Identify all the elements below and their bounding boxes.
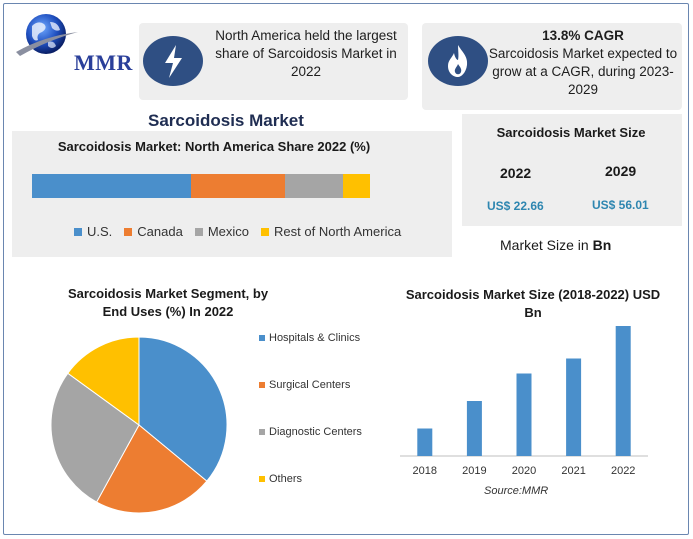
cagr-text: 13.8% CAGR Sarcoidosis Market expected t… bbox=[486, 27, 680, 99]
north-america-share-panel: Sarcoidosis Market: North America Share … bbox=[12, 131, 452, 257]
column-bar-2018 bbox=[417, 428, 433, 456]
north-america-share-text: North America held the largest share of … bbox=[215, 28, 397, 79]
market-size-note-unit: Bn bbox=[592, 237, 612, 253]
main-title: Sarcoidosis Market bbox=[148, 111, 304, 130]
legend-swatch bbox=[259, 429, 265, 435]
legend-label: Others bbox=[269, 473, 303, 485]
cagr-headline: 13.8% CAGR bbox=[542, 28, 624, 43]
column-chart-title: Sarcoidosis Market Size (2018-2022) USD … bbox=[405, 287, 661, 320]
x-tick-label: 2018 bbox=[413, 465, 437, 477]
share-segment-canada bbox=[190, 174, 286, 198]
x-tick-label: 2020 bbox=[512, 465, 536, 477]
year-start: 2022 bbox=[500, 165, 532, 181]
legend-label: Diagnostic Centers bbox=[269, 426, 362, 438]
pie-slice-others bbox=[67, 336, 140, 426]
chart-source: Source:MMR bbox=[484, 485, 549, 497]
legend-label: Canada bbox=[137, 224, 183, 239]
pie-legend-item: Hospitals & Clinics bbox=[259, 332, 362, 344]
end-use-pie-chart bbox=[50, 336, 228, 514]
share-legend-item: Mexico bbox=[194, 224, 250, 239]
pie-slice-surgical-centers bbox=[95, 424, 208, 514]
market-size-note-prefix: Market Size in bbox=[500, 237, 593, 253]
column-bar-2020 bbox=[516, 373, 532, 456]
market-size-note: Market Size in Bn bbox=[500, 237, 611, 253]
legend-label: Mexico bbox=[207, 224, 250, 239]
value-end: US$ 56.01 bbox=[592, 198, 649, 212]
pie-legend: Hospitals & Clinics Surgical Centers Diagn… bbox=[259, 332, 362, 520]
value-start: US$ 22.66 bbox=[487, 199, 544, 213]
share-segment-u-s bbox=[32, 174, 191, 198]
legend-swatch bbox=[194, 227, 203, 236]
legend-swatch bbox=[259, 335, 265, 341]
pie-slice-diagnostic-centers bbox=[50, 372, 140, 503]
legend-label: Hospitals & Clinics bbox=[269, 332, 361, 344]
share-segment-mexico bbox=[285, 174, 343, 198]
flame-icon bbox=[428, 36, 488, 86]
legend-label: Rest of North America bbox=[274, 224, 402, 239]
column-bar-2019 bbox=[466, 401, 482, 456]
pie-slice-hospitals-clinics bbox=[138, 336, 228, 482]
globe-icon bbox=[16, 14, 78, 56]
share-segment-rest-of-north-america bbox=[342, 174, 370, 198]
cagr-description: Sarcoidosis Market expected to grow at a… bbox=[488, 46, 678, 97]
market-size-panel: Sarcoidosis Market Size 2022 2029 US$ 22… bbox=[462, 114, 682, 226]
x-tick-label: 2022 bbox=[611, 465, 635, 477]
pie-chart-title: Sarcoidosis Market Segment, by End Uses … bbox=[67, 286, 269, 319]
column-bar-2021 bbox=[566, 358, 582, 456]
legend-label: Surgical Centers bbox=[269, 379, 351, 391]
share-legend: U.S. Canada Mexico Rest of North America bbox=[74, 224, 413, 239]
year-end: 2029 bbox=[605, 163, 637, 179]
legend-swatch bbox=[259, 382, 265, 388]
legend-swatch bbox=[124, 227, 133, 236]
legend-swatch bbox=[259, 476, 265, 482]
legend-swatch bbox=[261, 227, 270, 236]
legend-swatch bbox=[74, 227, 82, 236]
cagr-callout: 13.8% CAGR Sarcoidosis Market expected t… bbox=[422, 23, 682, 110]
share-stacked-bar bbox=[32, 174, 370, 198]
infographic-frame bbox=[3, 3, 689, 535]
pie-legend-item: Others bbox=[259, 473, 362, 485]
column-bar-2022 bbox=[615, 326, 631, 456]
market-size-title: Sarcoidosis Market Size bbox=[496, 125, 646, 140]
pie-legend-item: Diagnostic Centers bbox=[259, 426, 362, 438]
share-legend-item: U.S. bbox=[74, 224, 112, 239]
lightning-bolt-icon bbox=[143, 36, 203, 86]
market-size-column-chart: 2018 2019 2020 2021 2022 bbox=[400, 326, 648, 477]
share-legend-item: Rest of North America bbox=[261, 224, 401, 239]
north-america-share-callout: North America held the largest share of … bbox=[139, 23, 408, 100]
share-legend-item: Canada bbox=[124, 224, 183, 239]
share-chart-title: Sarcoidosis Market: North America Share … bbox=[57, 139, 371, 154]
mmr-logo: MMR bbox=[12, 12, 142, 75]
x-tick-label: 2019 bbox=[462, 465, 486, 477]
pie-legend-item: Surgical Centers bbox=[259, 379, 362, 391]
x-tick-label: 2021 bbox=[561, 465, 585, 477]
legend-label: U.S. bbox=[87, 224, 113, 239]
logo-text: MMR bbox=[74, 50, 133, 75]
